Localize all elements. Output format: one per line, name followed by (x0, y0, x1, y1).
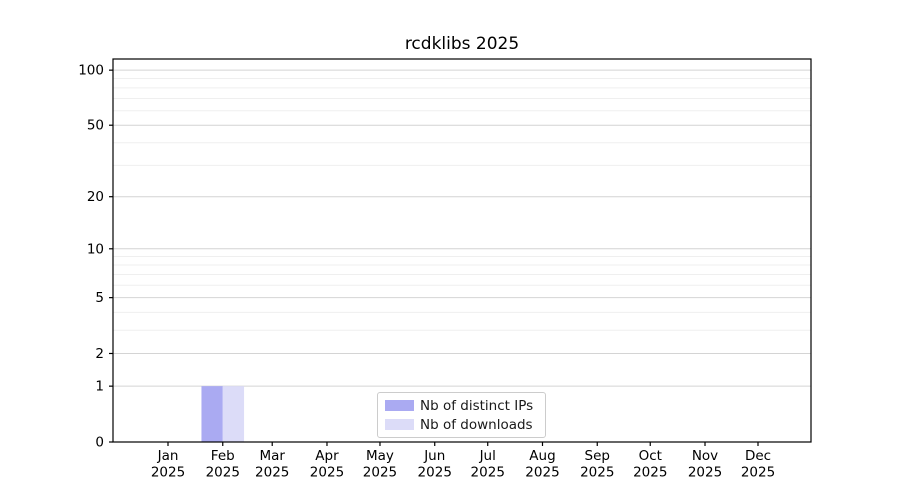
x-tick-label-month: Sep (585, 448, 610, 464)
legend-label-distinct-ips: Nb of distinct IPs (420, 397, 534, 414)
x-tick-label-month: Dec (745, 448, 771, 464)
x-tick-label-year: 2025 (363, 465, 397, 481)
y-tick-label: 100 (78, 63, 104, 79)
y-tick-label: 0 (95, 435, 104, 451)
y-tick-label: 50 (87, 118, 104, 134)
y-tick-label: 5 (95, 290, 104, 306)
x-tick-label-year: 2025 (741, 465, 775, 481)
plot-border (112, 58, 812, 443)
y-tick-label: 20 (87, 189, 104, 205)
legend-swatch-downloads-icon (385, 419, 414, 430)
x-tick-label-year: 2025 (525, 465, 559, 481)
legend-label-downloads: Nb of downloads (420, 416, 533, 433)
x-tick-label-month: Feb (211, 448, 235, 464)
x-tick-label-month: Jun (423, 448, 445, 464)
x-tick-label-month: Apr (315, 448, 339, 464)
x-tick-label-year: 2025 (471, 465, 505, 481)
x-tick-label-month: Oct (639, 448, 662, 464)
x-tick-label-year: 2025 (418, 465, 452, 481)
legend: Nb of distinct IPs Nb of downloads (377, 392, 546, 438)
y-tick-label: 10 (87, 241, 104, 257)
bar-distinct-ips (201, 386, 223, 442)
x-tick-label-month: May (366, 448, 394, 464)
x-tick-label-month: Jan (157, 448, 179, 464)
x-tick-label-year: 2025 (255, 465, 289, 481)
x-tick-label-month: Nov (692, 448, 718, 464)
x-tick-label-month: Aug (529, 448, 555, 464)
x-tick-label-year: 2025 (688, 465, 722, 481)
x-tick-label-year: 2025 (206, 465, 240, 481)
x-tick-label-year: 2025 (151, 465, 185, 481)
x-tick-label-month: Jul (479, 448, 496, 464)
chart-title: rcdklibs 2025 (404, 34, 520, 54)
bar-downloads (222, 386, 245, 442)
y-tick-label: 1 (95, 379, 104, 395)
x-tick-label-year: 2025 (580, 465, 614, 481)
legend-swatch-distinct-ips-icon (385, 400, 414, 411)
x-tick-label-month: Mar (259, 448, 285, 464)
y-tick-label: 2 (95, 346, 104, 362)
legend-item-distinct-ips: Nb of distinct IPs (385, 396, 545, 415)
x-tick-label-year: 2025 (310, 465, 344, 481)
x-tick-label-year: 2025 (633, 465, 667, 481)
legend-item-downloads: Nb of downloads (385, 415, 545, 434)
